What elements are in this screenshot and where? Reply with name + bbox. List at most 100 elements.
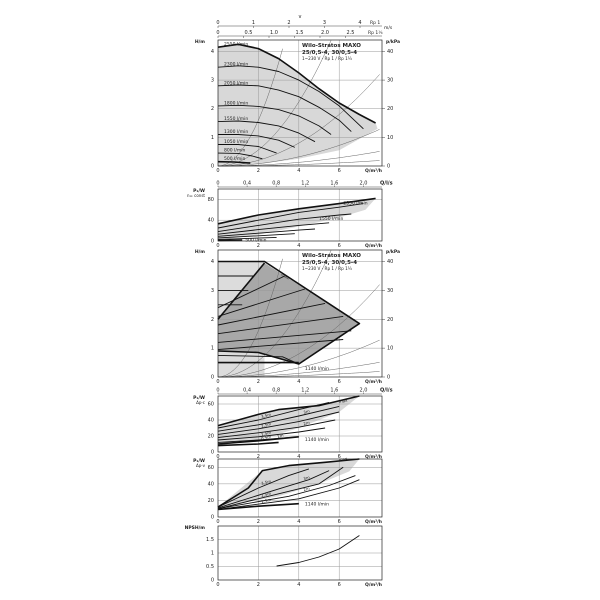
y-tick-label: 0.5 (206, 564, 214, 570)
series-line (217, 262, 266, 320)
x-tick-label: 2 (257, 379, 260, 385)
series-line (217, 470, 330, 509)
series-line (217, 65, 364, 130)
velocity-tick-label: 1.0 (270, 30, 278, 36)
x-tick-label: 6 (338, 454, 341, 460)
curve-label: 1,5m (260, 430, 271, 438)
max-label: max (338, 456, 348, 463)
x2-tick-label: 0,8 (272, 388, 280, 394)
y-tick-label: 0 (211, 375, 214, 381)
y-axis-label: P₁/W (193, 458, 205, 464)
x2-tick-label: 2,0 (359, 181, 367, 187)
panel-head_constant_speed (217, 39, 385, 167)
plot-frame (217, 39, 383, 167)
series-line (218, 134, 295, 148)
series-label: 2050 l/min (224, 80, 248, 86)
x-tick-label: 4 (297, 243, 300, 249)
series-line (217, 458, 360, 508)
y2-axis-label: p/kPa (386, 249, 400, 255)
x-tick-label: 6 (338, 168, 341, 174)
y2-tick-label: 20 (387, 317, 393, 323)
panel-head_control_modes (217, 249, 385, 378)
series-line (276, 535, 360, 567)
plot-frame (217, 249, 383, 378)
min-speed-label: 1140 l/min (305, 501, 329, 507)
series-line (217, 152, 263, 160)
y2-tick-label: 40 (387, 49, 393, 55)
series-label: 1300 l/min (224, 129, 248, 135)
y-tick-label: 0 (211, 164, 214, 170)
system-curve (218, 129, 380, 167)
series-line (217, 203, 364, 229)
y-tick-label: 3 (211, 78, 214, 84)
series-line (217, 228, 316, 237)
x-tick-label: 2 (257, 454, 260, 460)
velocity-tick-label: 0 (216, 30, 219, 36)
dark-area (218, 263, 360, 364)
y-axis-sublabel: n= const (187, 193, 205, 198)
x-tick-label: 2 (257, 582, 260, 588)
series-line (217, 468, 310, 508)
x-tick-label: 0 (216, 582, 219, 588)
product-name: Wilo-Stratos MAXO (302, 253, 361, 259)
y-axis-sublabel: Δp-c (196, 400, 205, 405)
y-tick-label: 20 (208, 434, 214, 440)
series-label: 1800 l/min (224, 100, 248, 106)
series-label: 1550 l/min (224, 116, 248, 122)
x-tick-label: 2 (257, 243, 260, 249)
curve-label: 2,5m (260, 491, 271, 499)
series-line (217, 160, 251, 164)
series-line (217, 120, 316, 143)
x-tick-label: 6 (338, 243, 341, 249)
series-label: 500 l/min (245, 237, 266, 243)
y-axis-label: P₁/W (193, 188, 205, 194)
curve-label: 1,5m (260, 497, 271, 505)
x2-tick-label: 0,8 (272, 181, 280, 187)
y-tick-label: 60 (208, 402, 214, 408)
y-tick-label: 3 (211, 288, 214, 294)
x-axis-label: Q/m³/h (365, 454, 382, 460)
y-axis-label: NPSH/m (185, 525, 206, 531)
y-tick-label: 60 (208, 465, 214, 471)
y-tick-label: 40 (208, 418, 214, 424)
system-curve (218, 361, 380, 378)
panel-power_dp_variable (217, 458, 383, 518)
x2-axis-label: Q/l/s (380, 181, 393, 187)
curve-label: 2m (303, 420, 311, 427)
y2-tick-label: 10 (387, 346, 393, 352)
series-label: 1050 l/min (224, 139, 248, 145)
series-line (217, 339, 344, 351)
x-axis-label: Q/m³/h (365, 243, 382, 249)
curve-label: 3m (303, 475, 311, 482)
velocity-tick-label: 2 (287, 20, 290, 26)
product-supply: 1~230 V - Rp 1 / Rp 1¼ (302, 56, 352, 61)
velocity-axis-label: v (299, 14, 302, 20)
product-models: 25/0,5-4, 30/0,5-4 (302, 50, 357, 56)
plot-frame (217, 525, 383, 581)
series-line (217, 233, 295, 239)
y-tick-label: 4 (211, 49, 214, 55)
y-tick-label: 0 (211, 515, 214, 521)
series-label: 2550 l/min (224, 42, 248, 48)
series-line (217, 427, 326, 441)
x2-tick-label: 1,6 (330, 181, 338, 187)
velocity-tick-label: 2.5 (347, 30, 355, 36)
series-line (217, 239, 243, 242)
x2-tick-label: 0,4 (243, 388, 251, 394)
curve-label: 3m (303, 408, 311, 415)
max-label: max (280, 272, 291, 281)
plot-frame (217, 395, 383, 453)
series-line (217, 43, 376, 124)
velocity-rp1-label: Rp 1 (370, 20, 380, 26)
y-tick-label: 0 (211, 239, 214, 245)
plot-frame (217, 458, 383, 518)
series-line (217, 405, 340, 432)
y-axis-label: P₁/W (193, 395, 205, 401)
x2-tick-label: 2,0 (359, 388, 367, 394)
series-line (217, 236, 277, 240)
x-tick-label: 6 (338, 379, 341, 385)
series-line (217, 275, 285, 309)
series-line (217, 479, 360, 510)
series-line (217, 260, 361, 365)
series-line (217, 222, 330, 235)
